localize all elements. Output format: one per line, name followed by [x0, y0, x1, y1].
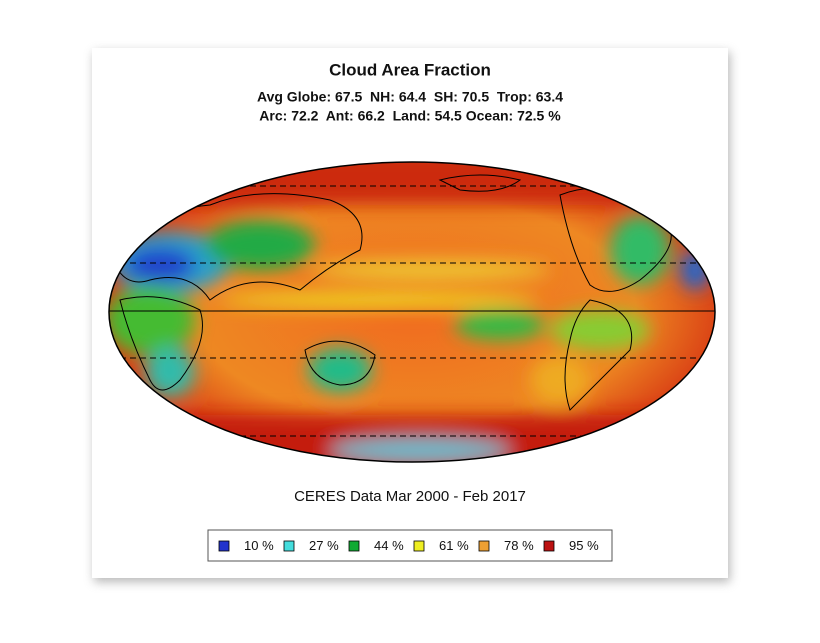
legend-label: 61 %	[439, 538, 469, 553]
stats-line: Avg Globe: 67.5 NH: 64.4 SH: 70.5 Trop: …	[257, 89, 563, 105]
legend-swatch	[478, 540, 490, 552]
legend-label: 10 %	[244, 538, 274, 553]
legend-swatch	[413, 540, 425, 552]
legend-swatch	[543, 540, 555, 552]
stats-line: Arc: 72.2 Ant: 66.2 Land: 54.5 Ocean: 72…	[259, 108, 561, 124]
legend-label: 95 %	[569, 538, 599, 553]
legend-items: 10 % 27 % 44 % 61 % 78 % 95 %	[218, 538, 599, 553]
legend-label: 44 %	[374, 538, 404, 553]
legend-swatch	[218, 540, 230, 552]
legend-label: 27 %	[309, 538, 339, 553]
legend-label: 78 %	[504, 538, 534, 553]
title: Cloud Area Fraction	[329, 60, 491, 79]
legend-swatch	[348, 540, 360, 552]
caption: CERES Data Mar 2000 - Feb 2017	[294, 488, 526, 505]
legend-swatch	[283, 540, 295, 552]
map-outline	[108, 161, 716, 463]
